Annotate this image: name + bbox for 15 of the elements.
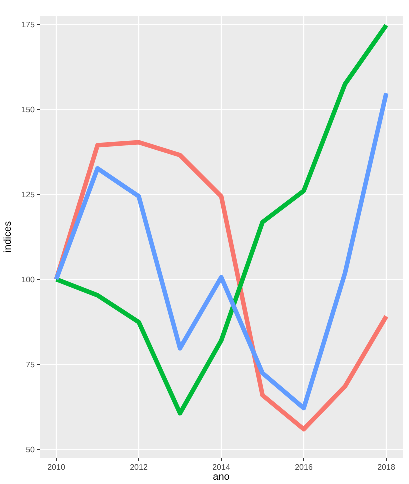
line-series — [54, 23, 389, 416]
y-tick-label: 50 — [26, 445, 36, 454]
x-tick-label: 2014 — [212, 463, 231, 472]
line-series — [54, 91, 389, 411]
y-axis-title: indices — [3, 221, 14, 253]
y-tick-label: 125 — [22, 190, 36, 200]
x-axis-title: ano — [213, 472, 230, 483]
x-tick-label: 2018 — [378, 463, 396, 472]
x-tick-label: 2012 — [130, 463, 148, 472]
y-tick-label: 175 — [22, 20, 36, 30]
y-tick-label: 150 — [22, 105, 36, 114]
y-tick-label: 100 — [22, 275, 36, 284]
x-tick-label: 2016 — [295, 463, 314, 472]
x-tick-label: 2010 — [48, 463, 66, 472]
y-tick-label: 75 — [26, 360, 36, 370]
